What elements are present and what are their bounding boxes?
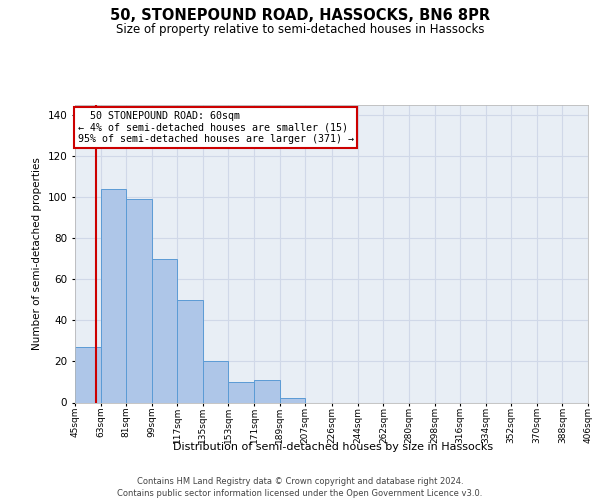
Y-axis label: Number of semi-detached properties: Number of semi-detached properties — [32, 158, 42, 350]
Bar — [229, 382, 254, 402]
Bar — [203, 362, 229, 403]
Bar — [101, 189, 126, 402]
Text: Size of property relative to semi-detached houses in Hassocks: Size of property relative to semi-detach… — [116, 22, 484, 36]
Bar — [152, 259, 178, 402]
Text: Contains HM Land Registry data © Crown copyright and database right 2024.: Contains HM Land Registry data © Crown c… — [137, 478, 463, 486]
Text: 50, STONEPOUND ROAD, HASSOCKS, BN6 8PR: 50, STONEPOUND ROAD, HASSOCKS, BN6 8PR — [110, 8, 490, 22]
Bar — [254, 380, 280, 402]
Bar — [280, 398, 305, 402]
Text: 50 STONEPOUND ROAD: 60sqm
← 4% of semi-detached houses are smaller (15)
95% of s: 50 STONEPOUND ROAD: 60sqm ← 4% of semi-d… — [77, 111, 353, 144]
Text: Distribution of semi-detached houses by size in Hassocks: Distribution of semi-detached houses by … — [173, 442, 493, 452]
Bar — [178, 300, 203, 402]
Bar — [75, 347, 101, 403]
Bar — [126, 200, 152, 402]
Text: Contains public sector information licensed under the Open Government Licence v3: Contains public sector information licen… — [118, 489, 482, 498]
